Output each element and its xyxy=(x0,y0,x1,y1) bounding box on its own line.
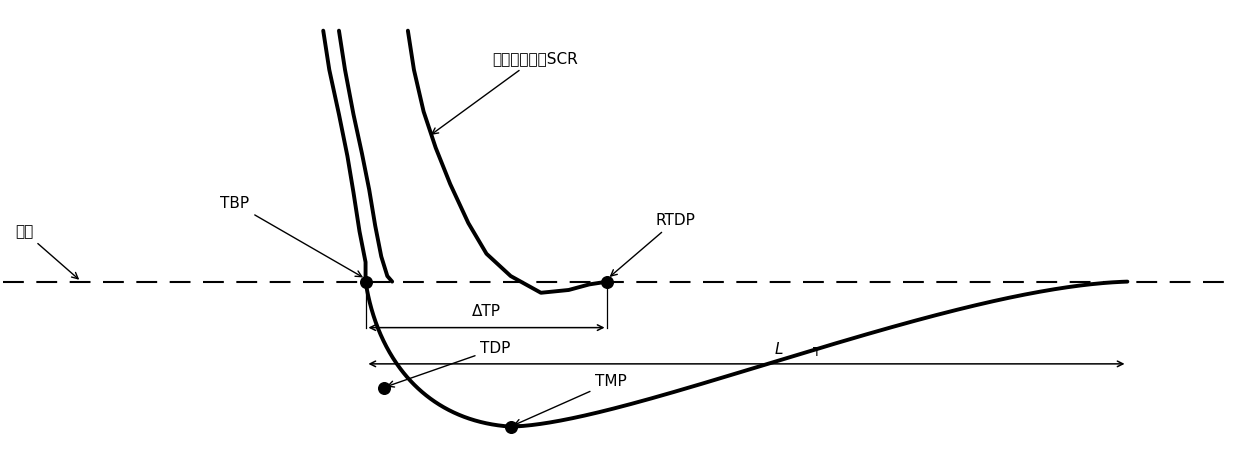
Text: L: L xyxy=(774,342,783,357)
Text: RTDP: RTDP xyxy=(611,213,695,276)
Text: TMP: TMP xyxy=(514,374,627,425)
Text: 平坦海床上的SCR: 平坦海床上的SCR xyxy=(432,51,579,134)
Point xyxy=(356,278,375,285)
Text: TBP: TBP xyxy=(221,196,362,277)
Text: TDP: TDP xyxy=(388,341,510,387)
Text: ΔTP: ΔTP xyxy=(472,304,501,319)
Text: T: T xyxy=(813,346,820,359)
Point xyxy=(501,423,520,430)
Text: 海床: 海床 xyxy=(15,224,78,279)
Point xyxy=(374,384,394,392)
Point xyxy=(597,278,617,285)
